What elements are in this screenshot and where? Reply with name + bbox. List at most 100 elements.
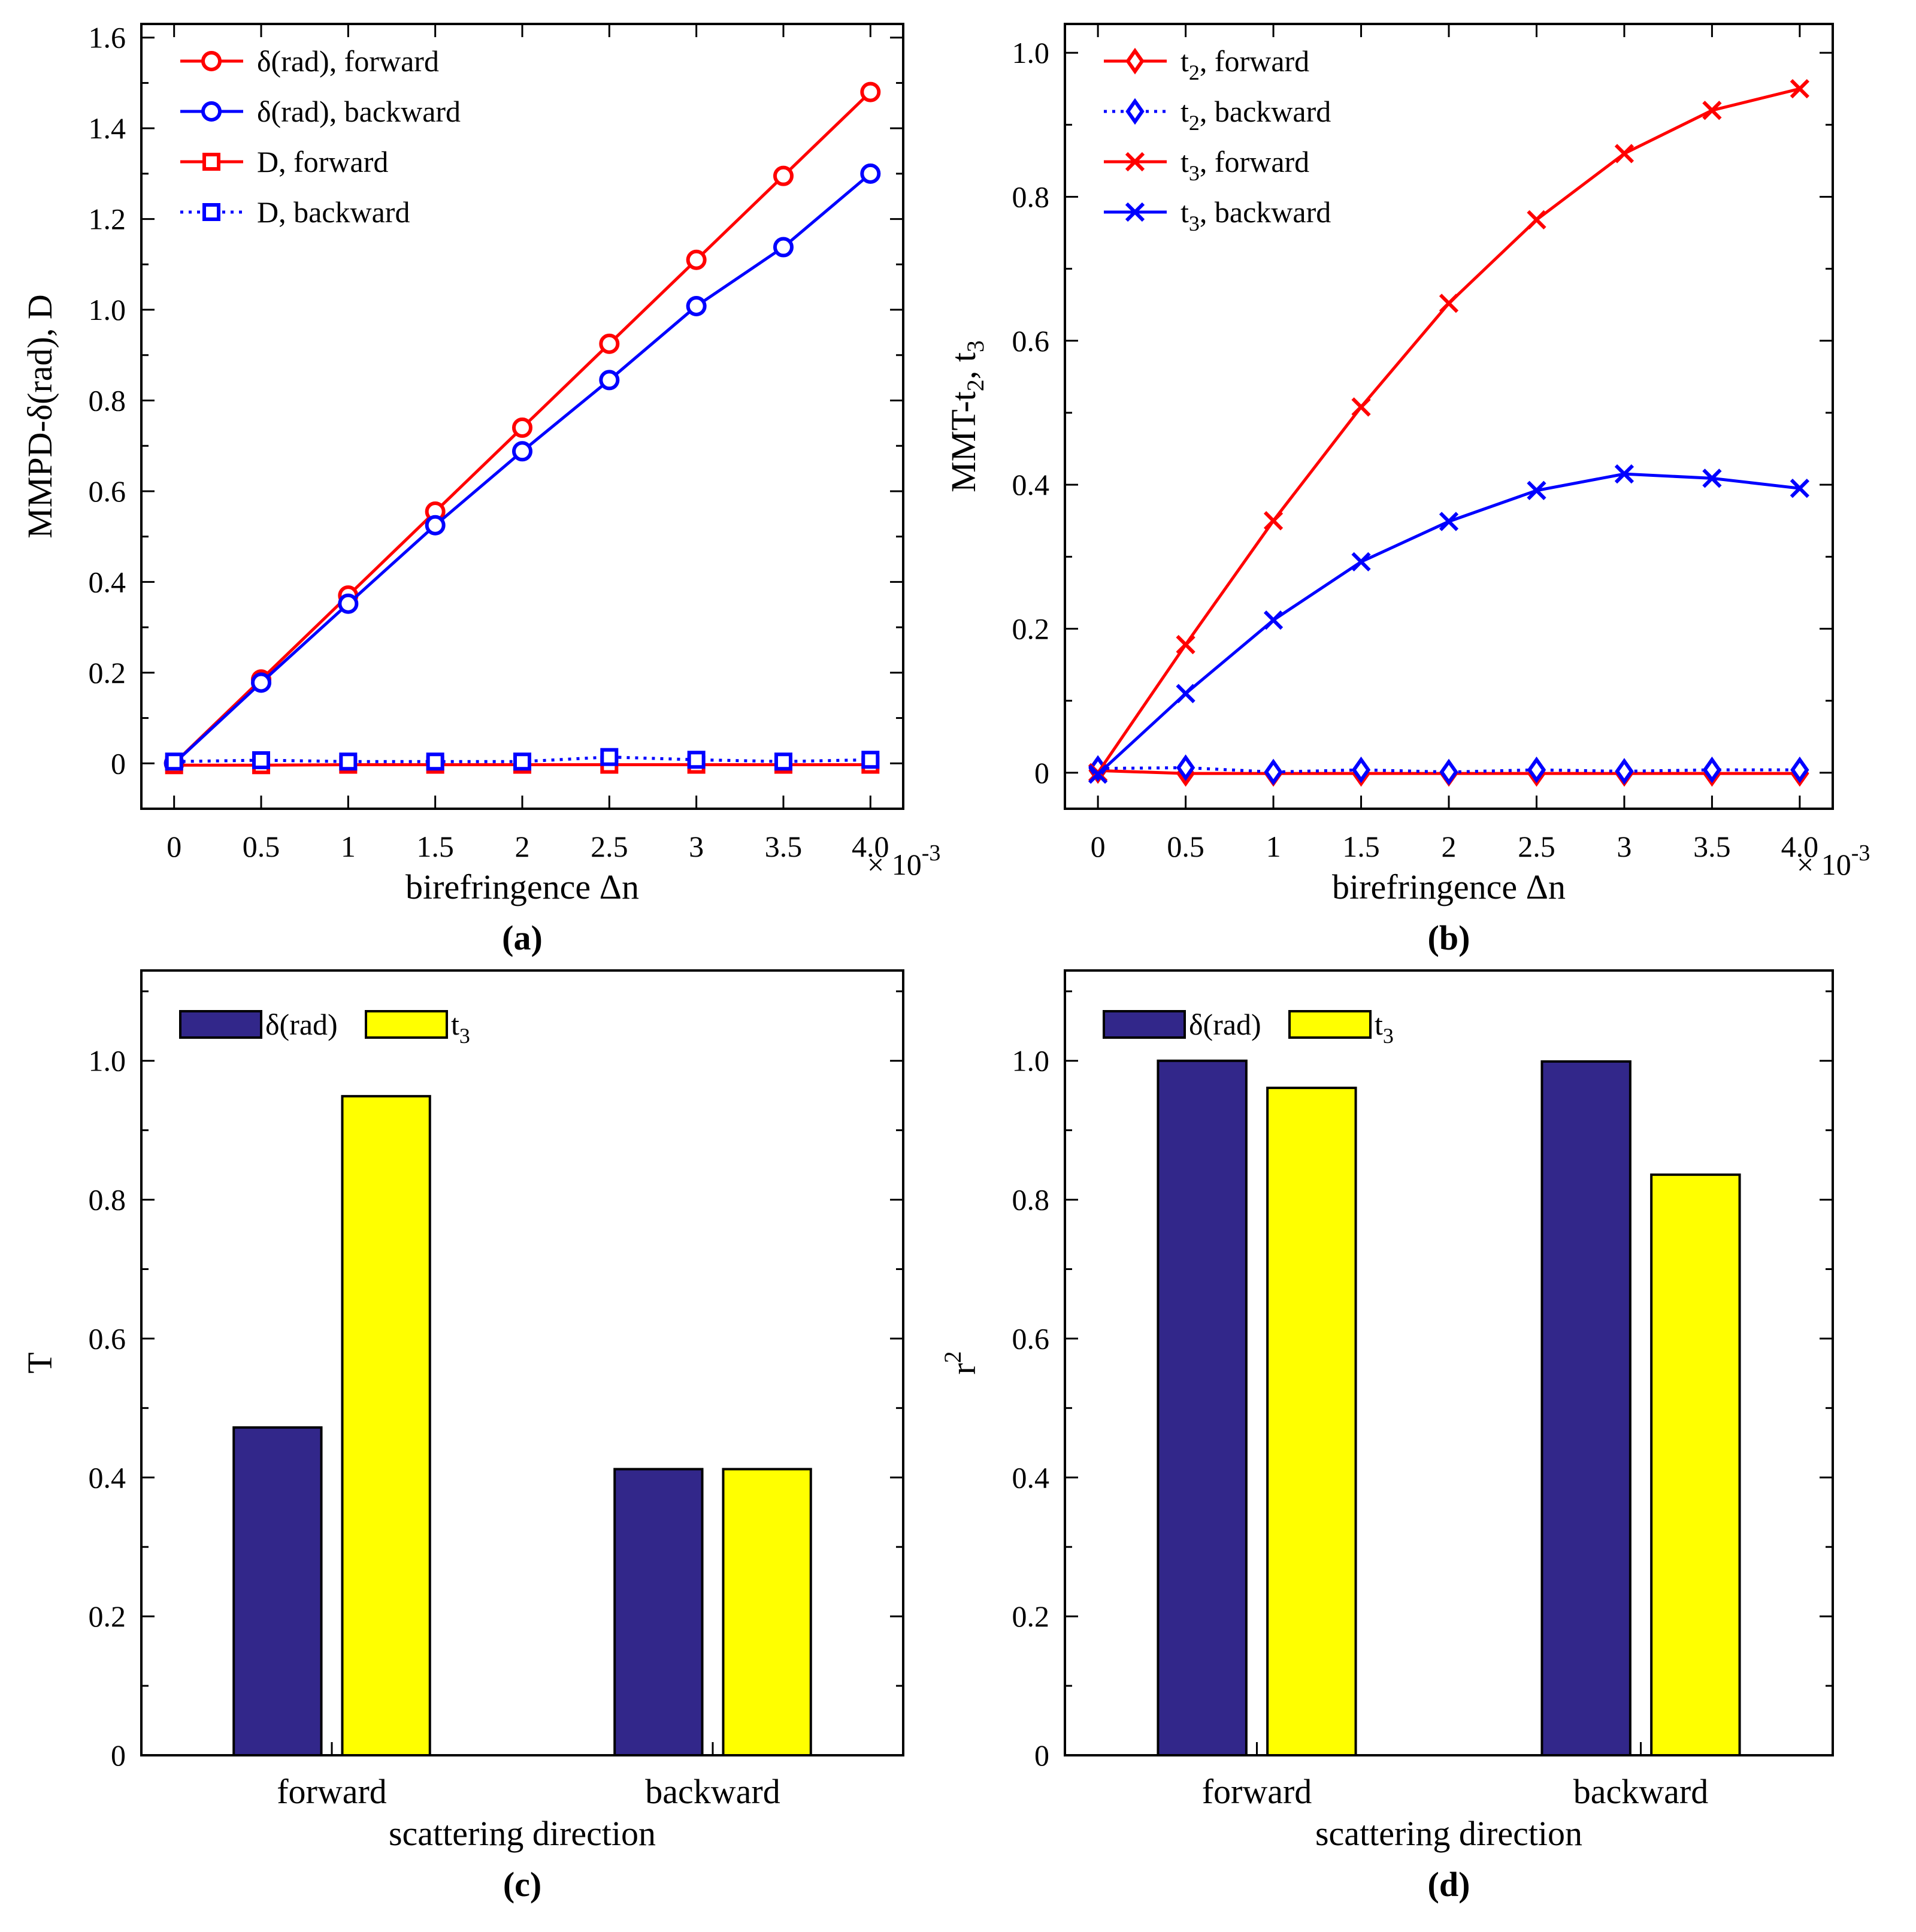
panel-b: 0 0.5 1 1.5 2 2.5 3 3.5 4.0 0 0.2 0.4 0.6 0.8 1.0 × 10-… <box>944 23 1870 957</box>
legend-marker <box>1125 152 1145 172</box>
data-point <box>686 249 707 270</box>
data-point <box>860 81 881 102</box>
data-point <box>165 752 183 771</box>
data-point <box>1614 464 1634 484</box>
data-point <box>1176 684 1195 703</box>
data-point <box>513 752 531 771</box>
data-point <box>1527 756 1546 784</box>
y-tick-label: 0.2 <box>89 656 126 690</box>
legend-swatch <box>1288 1010 1372 1039</box>
y-tick-label: 1.0 <box>89 1044 126 1078</box>
panel-label: (d) <box>1428 1865 1470 1904</box>
legend-label-rest: , backward <box>1200 195 1331 229</box>
x-tick-label: 1 <box>1266 830 1281 863</box>
plot-frame <box>140 969 904 1756</box>
legend-marker <box>201 101 222 122</box>
data-point <box>252 751 271 769</box>
legend: δ(rad) t3 <box>1103 1008 1394 1048</box>
data-point <box>599 333 620 354</box>
y-tick-label: 1.0 <box>1012 36 1050 69</box>
legend-label-rest: , forward <box>1200 44 1309 78</box>
x-tick-label: 0 <box>167 830 181 863</box>
data-point <box>1351 552 1371 572</box>
legend-marker <box>1125 98 1145 125</box>
data-point <box>1790 79 1809 99</box>
data-point <box>426 752 444 771</box>
legend-label-rest: , backward <box>1200 95 1331 128</box>
legend-label-sub: 3 <box>1189 161 1200 185</box>
x-tick-label: 0.5 <box>243 830 280 863</box>
bar-backward-1 <box>1650 1173 1741 1757</box>
data-point <box>1702 101 1722 120</box>
data-point <box>1439 758 1458 785</box>
legend-swatch <box>1103 1010 1186 1039</box>
x-tick-label: 3 <box>1617 830 1632 863</box>
legend-label: D, forward <box>257 145 388 179</box>
bar-backward-0 <box>613 1468 704 1756</box>
y-tick-label: 0.6 <box>89 474 126 508</box>
legend-swatch <box>179 1010 262 1039</box>
legend-label: δ(rad), forward <box>257 44 439 78</box>
data-point <box>339 752 358 771</box>
data-point <box>599 370 620 391</box>
y-tick-label: 0.2 <box>89 1600 126 1633</box>
data-point <box>1615 758 1634 785</box>
legend-label: t3 <box>1375 1008 1394 1048</box>
x-tick-label: forward <box>277 1772 387 1811</box>
bar-backward-0 <box>1540 1060 1632 1756</box>
series-line <box>174 755 871 763</box>
data-point <box>1702 468 1722 488</box>
y-tick-label: 1.4 <box>89 111 126 145</box>
legend-label-sub: 3 <box>1189 211 1200 235</box>
y-axis-label-sub: 2 <box>962 379 989 391</box>
data-point <box>512 417 532 438</box>
panel-a: 0 0.5 1 1.5 2 2.5 3 3.5 4.0 0 0.2 0.4 0.6 0.8 1.0 1.2 1.… <box>20 21 940 957</box>
x-tick-label: backward <box>645 1772 780 1811</box>
data-point <box>425 515 446 536</box>
legend-label: t3, backward <box>1181 195 1331 235</box>
panel-label: (a) <box>502 918 543 957</box>
data-point <box>1614 144 1634 164</box>
x-tick-label: 4.0 <box>852 830 889 863</box>
data-point <box>773 237 794 258</box>
data-point <box>1176 634 1195 655</box>
y-tick-label: 0 <box>111 1739 126 1772</box>
y-tick-label: 0.4 <box>89 565 126 598</box>
bar-forward-0 <box>232 1426 323 1757</box>
legend: δ(rad), forward δ(rad), backward D, forwar… <box>180 44 461 229</box>
x-tick-label: 1 <box>341 830 356 863</box>
x-tick-label: 3 <box>689 830 704 863</box>
data-point <box>774 752 792 771</box>
legend-label: δ(rad) <box>1189 1008 1261 1041</box>
x-tick-label: 1.5 <box>1342 830 1380 863</box>
panel-label: (c) <box>503 1865 541 1904</box>
y-tick-label: 0.8 <box>89 383 126 417</box>
data-point <box>1790 479 1809 498</box>
x-tick-label: 0.5 <box>1167 830 1204 863</box>
data-point <box>251 672 272 693</box>
legend: t2, forward t2, backward t3, forward t3, ba… <box>1104 44 1331 235</box>
y-axis-label: MMPD-δ(rad), D <box>20 294 59 539</box>
y-tick-label: 0.4 <box>89 1461 126 1494</box>
data-point <box>1790 756 1809 784</box>
data-point <box>1439 294 1459 313</box>
legend-marker <box>1125 202 1145 222</box>
y-tick-label: 0 <box>1034 756 1049 790</box>
data-point <box>1351 397 1371 417</box>
data-point <box>1527 210 1546 230</box>
y-axis-label-mid: , t <box>944 352 983 379</box>
x-tick-label: 4.0 <box>1781 830 1819 863</box>
bar-forward-1 <box>341 1095 431 1756</box>
x-tick-label: 3.5 <box>765 830 803 863</box>
legend-label-sub: 3 <box>1383 1024 1394 1048</box>
x-axis-label: birefringence Δn <box>1332 867 1566 906</box>
legend-label: t2, forward <box>1181 44 1309 84</box>
series-3 <box>1088 464 1809 784</box>
legend-label-sub: 2 <box>1189 61 1200 84</box>
y-tick-label: 1.2 <box>89 202 126 236</box>
x-tick-label: 3.5 <box>1693 830 1731 863</box>
x-tick-label: 2 <box>515 830 530 863</box>
y-axis-label-sub: 3 <box>962 340 989 352</box>
x-axis-label: scattering direction <box>1315 1814 1582 1853</box>
y-tick-label: 1.0 <box>1012 1044 1050 1078</box>
